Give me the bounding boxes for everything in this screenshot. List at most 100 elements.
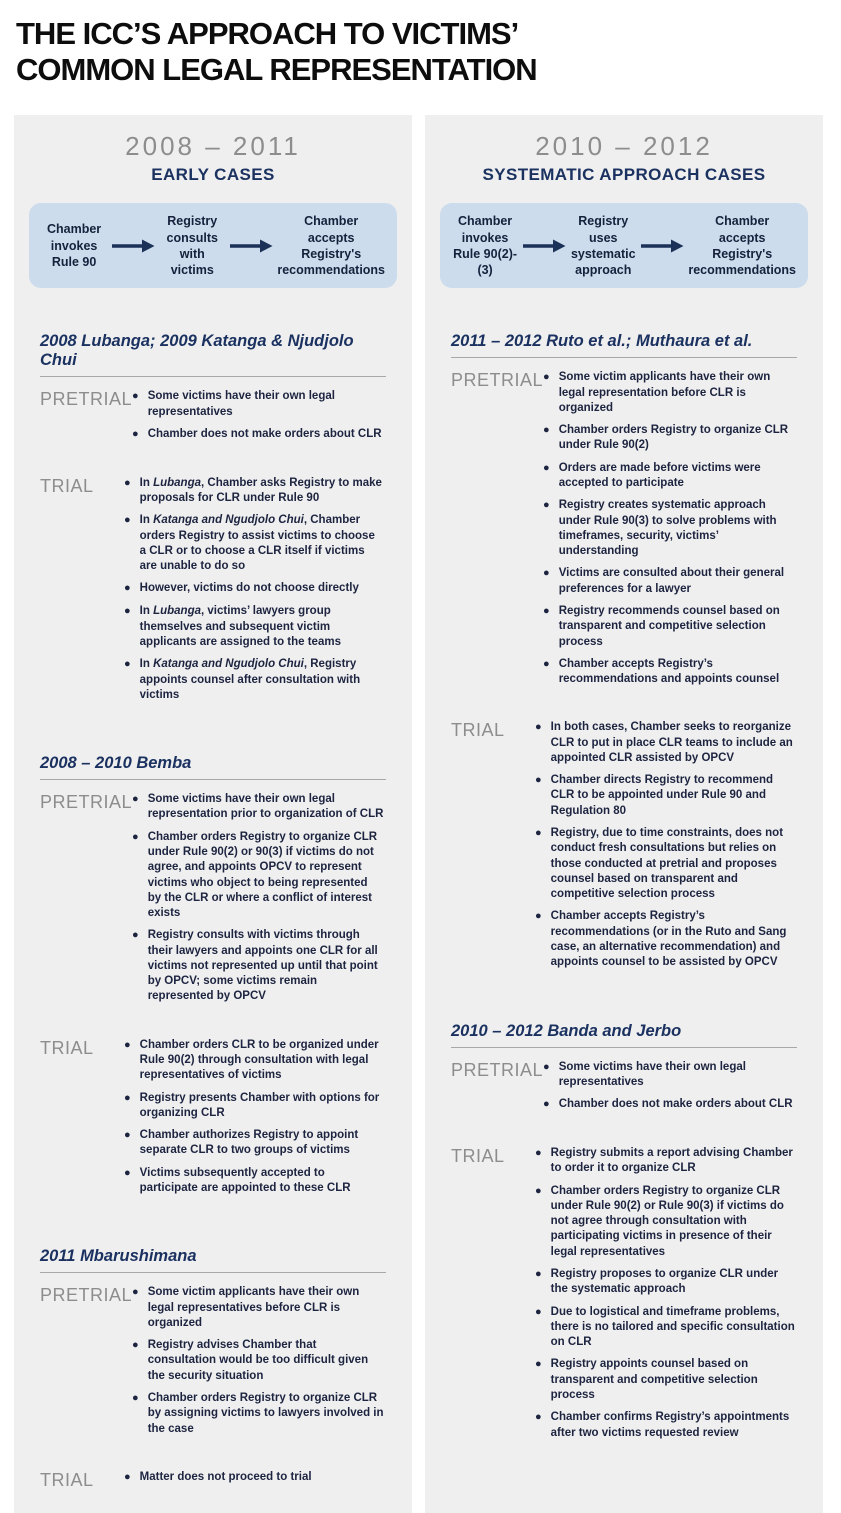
phase-label: TRIAL — [40, 475, 94, 496]
case-section: 2008 Lubanga; 2009 Katanga & Njudjolo Ch… — [40, 332, 386, 710]
list-item: ● Chamber directs Registry to recommend … — [535, 773, 795, 819]
flow-step: Registry uses systematic approach — [570, 214, 636, 278]
case-section: 2008 – 2010 Bemba PRETRIAL ● Some victim… — [40, 754, 386, 1203]
bullet-icon: ● — [124, 514, 131, 527]
bullet-icon: ● — [535, 774, 542, 787]
list-item: ● Some victims have their own legal repr… — [132, 389, 384, 420]
bullet-icon: ● — [132, 1339, 139, 1352]
list-item: ● Victims are consulted about their gene… — [543, 566, 795, 597]
bullet-list: ● Some victims have their own legal repr… — [132, 792, 386, 1012]
flow-arrow-icon — [522, 239, 566, 253]
bullet-text: Registry, due to time constraints, does … — [550, 827, 784, 901]
bullet-icon: ● — [535, 721, 542, 734]
bullet-text: Victims are consulted about their genera… — [558, 567, 785, 595]
list-item: ● Chamber accepts Registry’s recommendat… — [543, 657, 795, 688]
list-item: ● Matter does not proceed to trial — [124, 1470, 384, 1486]
flow-arrow-icon — [111, 239, 155, 253]
bullet-text: However, victims do not choose directly — [139, 582, 359, 595]
bullet-list: ● In Lubanga, Chamber asks Registry to m… — [124, 476, 386, 710]
phase-label: PRETRIAL — [40, 389, 133, 410]
bullet-icon: ● — [535, 1184, 542, 1197]
bullet-text: Chamber authorizes Registry to appoint s… — [139, 1129, 359, 1157]
bullet-icon: ● — [535, 1305, 542, 1318]
list-item: ● Some victim applicants have their own … — [132, 1285, 384, 1331]
bullet-text: Matter does not proceed to trial — [139, 1470, 312, 1483]
phase-row: TRIAL ● Registry submits a report advisi… — [451, 1146, 797, 1448]
case-title: 2008 – 2010 Bemba — [40, 754, 386, 781]
list-item: ● Chamber orders Registry to organize CL… — [132, 1391, 384, 1437]
bullet-icon: ● — [543, 1060, 550, 1073]
bullet-icon: ● — [543, 567, 550, 580]
flow-step: Chamber invokes Rule 90(2)-(3) — [453, 214, 518, 278]
bullet-icon: ● — [535, 1147, 542, 1160]
phase-label: TRIAL — [40, 1037, 94, 1058]
column-years: 2010 – 2012 — [535, 131, 713, 162]
bullet-text: Victims subsequently accepted to partici… — [139, 1166, 351, 1194]
process-flow: Chamber invokes Rule 90 Registry consult… — [29, 203, 397, 289]
bullet-list: ● Registry submits a report advising Cha… — [535, 1146, 797, 1448]
bullet-icon: ● — [124, 1166, 131, 1179]
bullet-text: Some victim applicants have their own le… — [558, 371, 771, 414]
list-item: ● Chamber orders CLR to be organized und… — [124, 1038, 384, 1084]
case-title: 2008 Lubanga; 2009 Katanga & Njudjolo Ch… — [40, 332, 386, 378]
list-item: ● In Katanga and Ngudjolo Chui, Chamber … — [124, 513, 384, 574]
bullet-text: Registry appoints counsel based on trans… — [550, 1358, 758, 1401]
list-item: ● Registry consults with victims through… — [132, 928, 384, 1004]
bullet-icon: ● — [124, 476, 131, 489]
bullet-text: Registry consults with victims through t… — [147, 929, 378, 1003]
bullet-text: Chamber orders Registry to organize CLR … — [550, 1184, 784, 1258]
bullet-icon: ● — [543, 371, 550, 384]
bullet-icon: ● — [543, 424, 550, 437]
bullet-text: Some victims have their own legal repres… — [558, 1060, 746, 1088]
case-section: 2011 Mbarushimana PRETRIAL ● Some victim… — [40, 1247, 386, 1492]
list-item: ● Registry advises Chamber that consulta… — [132, 1338, 384, 1384]
list-item: ● Due to logistical and timeframe proble… — [535, 1305, 795, 1351]
flow-arrow-icon — [640, 239, 684, 253]
bullet-text: In Katanga and Ngudjolo Chui, Chamber or… — [139, 514, 375, 573]
bullet-text: Chamber confirms Registry’s appointments… — [550, 1411, 790, 1439]
bullet-list: ● Some victims have their own legal repr… — [132, 389, 386, 450]
bullet-text: Some victim applicants have their own le… — [147, 1286, 360, 1329]
bullet-text: In Lubanga, victims’ lawyers group thems… — [139, 605, 341, 648]
phase-row: PRETRIAL ● Some victim applicants have t… — [451, 370, 797, 694]
phase-row: PRETRIAL ● Some victims have their own l… — [40, 389, 386, 450]
phase-row: PRETRIAL ● Some victim applicants have t… — [40, 1285, 386, 1444]
bullet-icon: ● — [535, 1268, 542, 1281]
bullet-text: Chamber does not make orders about CLR — [558, 1098, 793, 1111]
bullet-text: Chamber orders Registry to organize CLR … — [147, 1391, 384, 1435]
flow-step: Chamber invokes Rule 90 — [46, 222, 102, 269]
bullet-icon: ● — [124, 582, 131, 595]
list-item: ● Registry submits a report advising Cha… — [535, 1146, 795, 1177]
list-item: ● Chamber accepts Registry’s recommendat… — [535, 909, 795, 970]
bullet-text: Chamber accepts Registry’s recommendatio… — [550, 910, 787, 969]
bullet-list: ● Matter does not proceed to trial — [124, 1470, 386, 1493]
bullet-icon: ● — [132, 427, 139, 440]
phase-label: TRIAL — [451, 720, 505, 741]
bullet-icon: ● — [124, 1470, 131, 1483]
bullet-icon: ● — [132, 1286, 139, 1299]
bullet-icon: ● — [132, 830, 139, 843]
case-title: 2011 Mbarushimana — [40, 1247, 386, 1274]
list-item: ● Victims subsequently accepted to parti… — [124, 1166, 384, 1197]
list-item: ● In Lubanga, Chamber asks Registry to m… — [124, 476, 384, 507]
list-item: ● Registry, due to time constraints, doe… — [535, 826, 795, 902]
bullet-icon: ● — [535, 1411, 542, 1424]
list-item: ● Chamber does not make orders about CLR — [132, 427, 384, 443]
list-item: ● Chamber authorizes Registry to appoint… — [124, 1128, 384, 1159]
list-item: ● Chamber does not make orders about CLR — [543, 1097, 795, 1113]
bullet-text: Some victims have their own legal repres… — [147, 390, 335, 418]
bullet-list: ● Chamber orders CLR to be organized und… — [124, 1038, 386, 1204]
bullet-text: Registry creates systematic approach und… — [558, 499, 777, 558]
bullet-text: Due to logistical and timeframe problems… — [550, 1305, 795, 1349]
case-section: 2010 – 2012 Banda and Jerbo PRETRIAL ● S… — [451, 1022, 797, 1448]
bullet-icon: ● — [124, 1091, 131, 1104]
phase-row: TRIAL ● Chamber orders CLR to be organiz… — [40, 1038, 386, 1204]
flow-step: Chamber accepts Registry's recommendatio… — [688, 214, 797, 278]
page-title-line1: THE ICC’S APPROACH TO VICTIMS’ — [16, 16, 519, 51]
list-item: ● Chamber orders Registry to organize CL… — [543, 423, 795, 454]
page-title-line2: COMMON LEGAL REPRESENTATION — [16, 51, 538, 87]
case-column: 2008 – 2011 EARLY CASES Chamber invokes … — [14, 115, 412, 1513]
columns-container: 2008 – 2011 EARLY CASES Chamber invokes … — [14, 115, 823, 1513]
phase-row: TRIAL ● In both cases, Chamber seeks to … — [451, 720, 797, 977]
cases-list: 2011 – 2012 Ruto et al.; Muthaura et al.… — [425, 332, 823, 1468]
